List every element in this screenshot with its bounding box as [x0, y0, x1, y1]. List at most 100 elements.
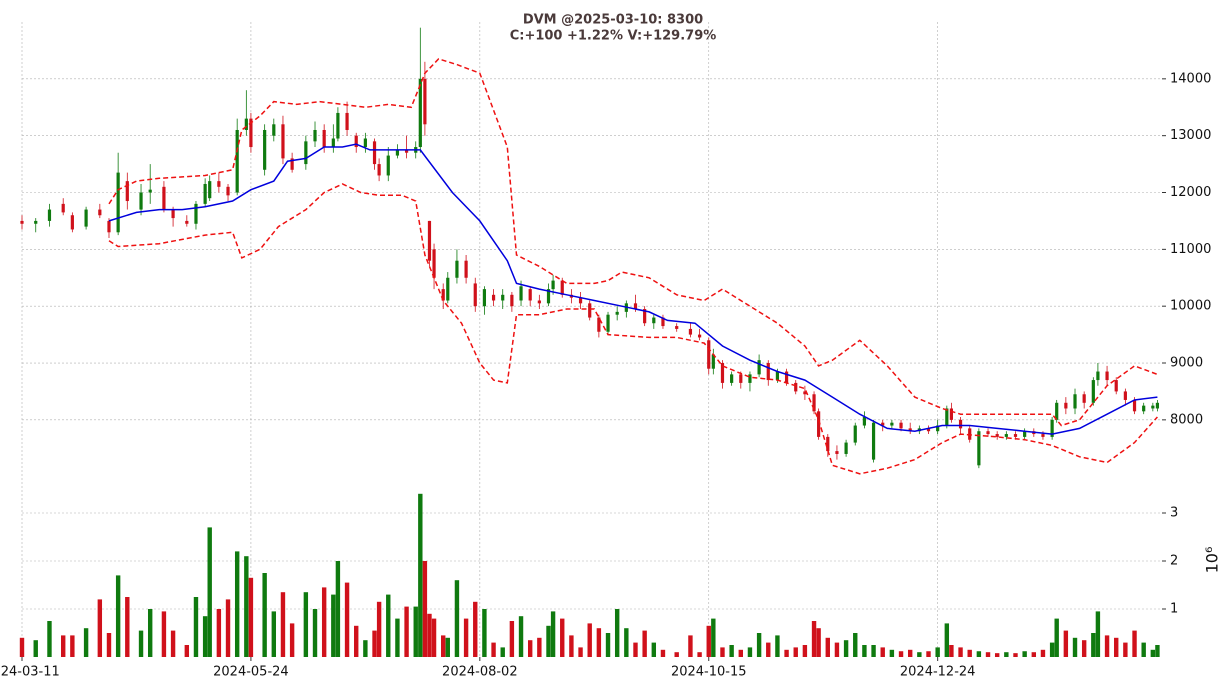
volume-bar [482, 609, 487, 657]
volume-bar [711, 618, 716, 657]
volume-bar [321, 587, 327, 657]
volume-bar [1049, 642, 1055, 657]
candle-body [107, 220, 111, 233]
volume-bar [578, 647, 583, 657]
candle-body [606, 314, 610, 332]
volume-bar [106, 633, 112, 657]
volume-scale-label: 10⁶ [1203, 547, 1222, 574]
candle-body [322, 129, 326, 148]
volume-bar [729, 645, 734, 657]
volume-bar [1013, 653, 1018, 657]
volume-bar [1004, 652, 1009, 657]
chart-subtitle: C:+100 +1.22% V:+129.79% [510, 29, 717, 44]
volume-bar [234, 551, 240, 657]
volume-bar [660, 649, 666, 657]
volume-bar [216, 609, 222, 657]
volume-bar [706, 625, 711, 657]
candle-body [47, 209, 52, 221]
volume-bar [537, 637, 542, 657]
candle-body [1151, 405, 1155, 409]
volume-bar [1155, 645, 1160, 657]
candle-body [235, 129, 239, 193]
candle-body [446, 277, 450, 301]
candle-body [427, 220, 432, 261]
candle-body [473, 283, 477, 307]
candle-body [171, 209, 175, 219]
volume-bar [825, 637, 830, 657]
candle-body [464, 260, 468, 278]
candle-body [432, 249, 436, 278]
candle-body [377, 164, 381, 176]
candle-body [945, 408, 949, 426]
candle-body [936, 425, 940, 432]
candle-body [1091, 380, 1095, 403]
volume-bar [1091, 633, 1096, 657]
candle-body [826, 436, 830, 452]
volume-bar [422, 561, 428, 657]
volume-bar [463, 618, 469, 657]
candle-body [519, 286, 523, 301]
volume-bar [898, 651, 904, 657]
candle-body [537, 300, 541, 304]
candle-body [139, 192, 143, 210]
candle-body [1082, 394, 1086, 403]
volume-bar [775, 635, 780, 657]
volume-bar [766, 642, 771, 657]
volume-bar [125, 597, 130, 657]
candle-body [949, 408, 953, 420]
volume-bar [862, 645, 867, 657]
volume-bar [47, 621, 52, 657]
volume-bar [491, 642, 496, 657]
volume-bar [454, 580, 460, 657]
volume-bar [386, 594, 391, 657]
candle-body [675, 326, 679, 329]
candle-body [711, 354, 715, 369]
candle-body [304, 141, 308, 165]
volume-bar [802, 645, 808, 657]
candle-body [881, 422, 885, 426]
volume-bar [674, 652, 679, 657]
band-line [108, 183, 1158, 475]
volume-bar [1132, 630, 1137, 657]
volume-bar [967, 649, 972, 657]
candle-body [185, 220, 189, 224]
volume-bar [546, 625, 551, 657]
candle-body [455, 260, 459, 278]
y-tick-label: 8000 [1170, 412, 1203, 427]
candle-body [423, 78, 427, 125]
volume-bar [587, 623, 592, 657]
candle-body [803, 391, 807, 395]
y-tick-label: 14000 [1170, 71, 1211, 86]
volume-bar [138, 630, 144, 657]
volume-bar [1150, 649, 1156, 657]
candle-body [775, 371, 780, 381]
candle-body [1132, 399, 1137, 412]
candle-body [890, 422, 894, 426]
volume-bar [1031, 652, 1037, 657]
candle-body [1041, 434, 1045, 437]
volume-bar [431, 618, 437, 657]
volume-bar [207, 527, 212, 657]
volume-bar [413, 606, 418, 657]
y-tick-label: 10000 [1170, 299, 1211, 314]
volume-bar [427, 613, 432, 657]
volume-bar [395, 618, 400, 657]
candle-body [331, 138, 335, 148]
candle-body [244, 118, 248, 130]
volume-bar [926, 651, 931, 657]
y-tick-label: 12000 [1170, 185, 1211, 200]
candle-body [203, 183, 207, 204]
volume-bar [720, 647, 725, 657]
candle-body [1123, 391, 1127, 400]
candle-body [661, 317, 665, 327]
candle-body [1004, 434, 1008, 437]
candle-body [794, 382, 798, 392]
volume-bar [569, 635, 574, 657]
candle-body [720, 363, 725, 383]
volume-bar [225, 599, 231, 657]
volume-bar [509, 621, 515, 657]
volume-bar [83, 628, 89, 657]
candle-body [844, 442, 848, 454]
volume-bar [61, 635, 66, 657]
volume-bar [985, 652, 991, 657]
